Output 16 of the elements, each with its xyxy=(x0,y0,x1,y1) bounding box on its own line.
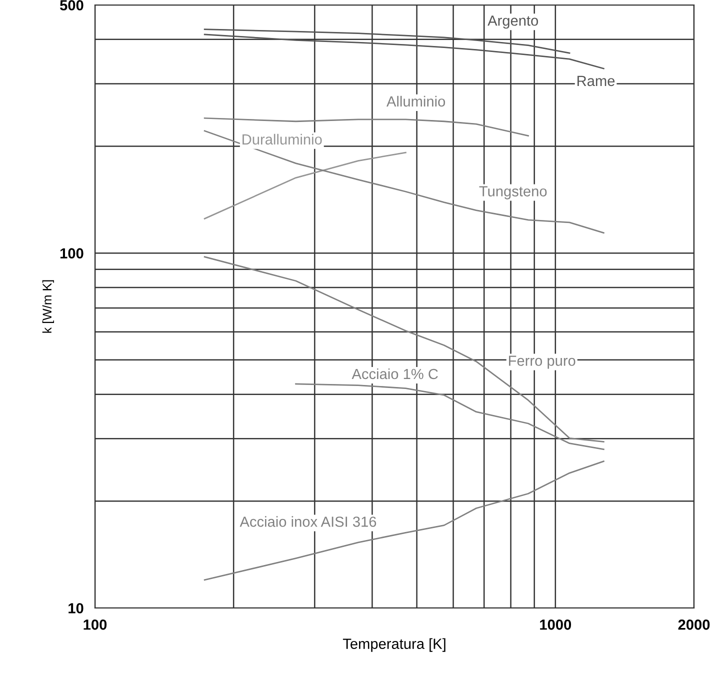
x-tick-label: 100 xyxy=(84,619,107,630)
x-tick-label: 2000 xyxy=(678,619,710,630)
series-label: Acciaio inox AISI 316 xyxy=(240,516,376,527)
series-label: Duralluminio xyxy=(242,134,322,145)
y-tick-label: 10 xyxy=(68,603,84,614)
series-label: Argento xyxy=(488,16,538,29)
x-tick-label: 1000 xyxy=(540,619,572,630)
series-label: Alluminio xyxy=(386,96,446,107)
y-tick-label: 500 xyxy=(60,0,84,10)
y-tick-label: 100 xyxy=(60,248,84,259)
series-label: Ferro puro xyxy=(509,356,576,369)
y-axis-title: k [W/m K] xyxy=(42,280,54,333)
series-label: Acciaio 1% C xyxy=(352,368,438,380)
series-label: Rame xyxy=(578,76,615,86)
series-label: Tungsteno xyxy=(479,186,547,200)
x-axis-title: Temperatura [K] xyxy=(342,638,446,652)
